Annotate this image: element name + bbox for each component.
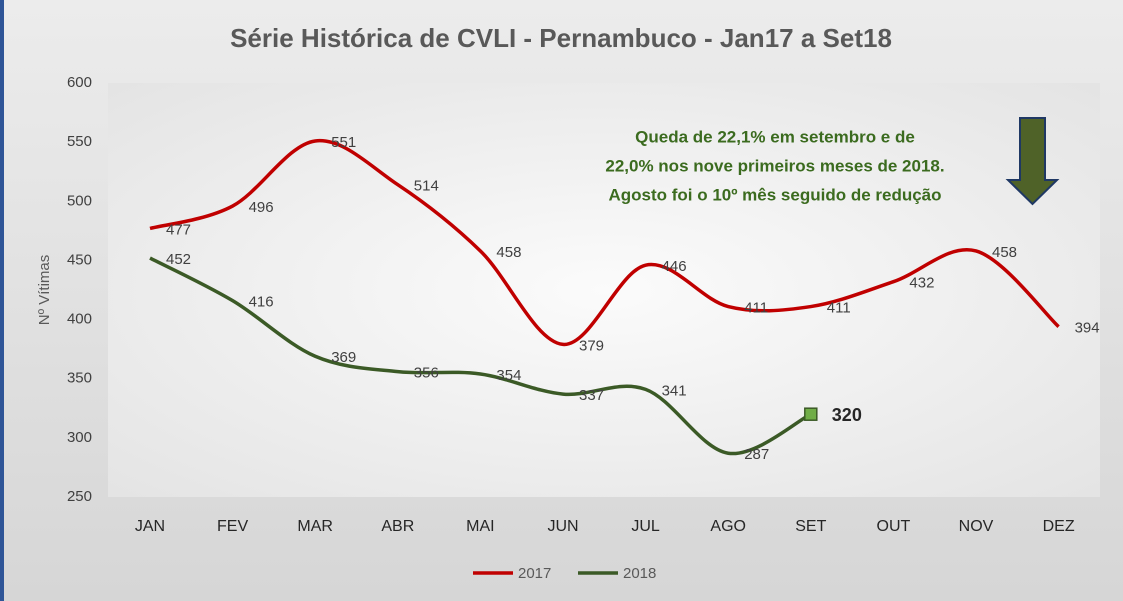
- data-label: 416: [249, 294, 274, 311]
- chart-title: Série Histórica de CVLI - Pernambuco - J…: [230, 23, 892, 53]
- annotation-line: Queda de 22,1% em setembro e de: [635, 127, 915, 146]
- y-tick-label: 550: [67, 133, 92, 150]
- annotation-line: Agosto foi o 10º mês seguido de redução: [608, 185, 941, 204]
- data-label: 337: [579, 387, 604, 404]
- data-label: 287: [744, 446, 769, 463]
- y-tick-label: 400: [67, 311, 92, 328]
- data-label: 379: [579, 337, 604, 354]
- legend-label: 2017: [518, 565, 551, 582]
- data-label: 356: [414, 365, 439, 382]
- y-tick-label: 300: [67, 429, 92, 446]
- y-tick-label: 500: [67, 192, 92, 209]
- y-tick-label: 350: [67, 370, 92, 387]
- x-tick-label: FEV: [217, 518, 248, 535]
- x-tick-label: JUN: [547, 518, 578, 535]
- data-label: 394: [1075, 320, 1100, 337]
- annotation-line: 22,0% nos nove primeiros meses de 2018.: [605, 156, 944, 175]
- data-label: 458: [992, 244, 1017, 261]
- data-label: 514: [414, 178, 439, 195]
- data-label: 320: [832, 405, 862, 425]
- border: [0, 0, 4, 601]
- x-tick-label: OUT: [877, 518, 911, 535]
- data-label: 458: [496, 244, 521, 261]
- x-tick-label: AGO: [710, 518, 746, 535]
- data-label: 452: [166, 251, 191, 268]
- down-arrow: [1005, 117, 1060, 206]
- line: [149, 256, 812, 456]
- x-tick-label: JUL: [631, 518, 660, 535]
- legend-label: 2018: [623, 565, 656, 582]
- data-label: 411: [744, 300, 768, 317]
- data-label: 369: [331, 349, 356, 366]
- data-label: 496: [249, 199, 274, 216]
- y-tick-label: 450: [67, 251, 92, 268]
- data-label: 477: [166, 221, 191, 238]
- x-tick-label: ABR: [381, 518, 414, 535]
- data-label: 432: [909, 275, 934, 292]
- y-tick-label: 250: [67, 488, 92, 505]
- line: [149, 139, 1060, 347]
- data-label: 551: [331, 134, 356, 151]
- data-label: 354: [496, 367, 521, 384]
- x-tick-label: MAR: [297, 518, 333, 535]
- x-tick-label: SET: [795, 518, 826, 535]
- annotation: Queda de 22,1% em setembro e de 22,0% no…: [605, 127, 944, 204]
- y-tick-label: 600: [67, 74, 92, 91]
- plot-area: [108, 83, 1100, 497]
- data-label: 341: [662, 382, 687, 399]
- x-tick-label: MAI: [466, 518, 494, 535]
- data-label: 446: [662, 258, 687, 275]
- x-tick-label: NOV: [959, 518, 994, 535]
- data-label: 411: [827, 300, 851, 317]
- marker: [804, 407, 818, 421]
- x-tick-label: JAN: [135, 518, 165, 535]
- x-tick-label: DEZ: [1043, 518, 1075, 535]
- y-axis-label: Nº Vítimas: [36, 255, 53, 326]
